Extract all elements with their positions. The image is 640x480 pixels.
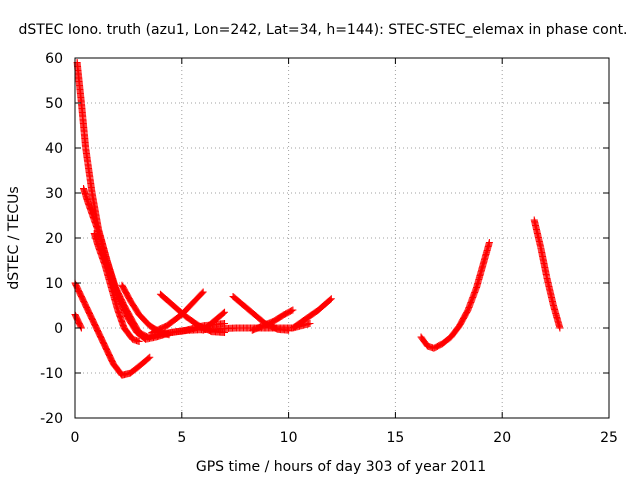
data-series <box>248 306 297 334</box>
data-series <box>148 288 207 336</box>
x-tick-label: 15 <box>386 430 404 446</box>
data-point <box>146 353 154 361</box>
data-marks <box>71 59 564 379</box>
data-series <box>530 216 564 332</box>
data-series <box>289 295 335 332</box>
y-tick-label: -20 <box>40 411 63 427</box>
data-point <box>556 324 564 332</box>
grid <box>75 58 609 418</box>
y-tick-label: 10 <box>45 276 63 292</box>
data-point <box>326 296 334 304</box>
x-tick-label: 10 <box>280 430 298 446</box>
y-tick-label: 30 <box>45 186 63 202</box>
data-point <box>306 320 314 327</box>
data-series <box>71 279 154 379</box>
data-point <box>145 354 153 362</box>
data-point <box>165 331 173 339</box>
x-tick-label: 20 <box>493 430 511 446</box>
data-point <box>288 307 296 315</box>
x-tick-label: 5 <box>177 430 186 446</box>
y-tick-label: 60 <box>45 51 63 67</box>
y-tick-label: 50 <box>45 96 63 112</box>
data-point <box>199 288 207 296</box>
data-point <box>327 295 335 303</box>
y-tick-label: -10 <box>40 366 63 382</box>
axis-ticks: 0 5 10 15 20 25 -20 -10 0 10 20 30 40 50 60 <box>40 51 618 446</box>
data-point <box>135 338 143 345</box>
data-point <box>289 306 297 314</box>
y-tick-label: 20 <box>45 231 63 247</box>
data-series <box>199 308 229 334</box>
data-series <box>417 239 493 352</box>
data-point <box>285 326 293 334</box>
y-axis-label: dSTEC / TECUs <box>6 186 22 289</box>
x-tick-label: 25 <box>600 430 618 446</box>
y-tick-label: 40 <box>45 141 63 157</box>
data-point <box>219 309 227 317</box>
chart-title: dSTEC Iono. truth (azu1, Lon=242, Lat=34… <box>18 22 627 38</box>
data-point <box>485 239 493 246</box>
data-point <box>221 329 229 336</box>
y-tick-label: 0 <box>54 321 63 337</box>
data-point <box>198 289 206 297</box>
x-tick-label: 0 <box>71 430 80 446</box>
data-series <box>90 230 143 345</box>
data-point <box>221 308 229 316</box>
data-series <box>73 59 229 341</box>
x-axis-label: GPS time / hours of day 303 of year 2011 <box>196 459 486 475</box>
